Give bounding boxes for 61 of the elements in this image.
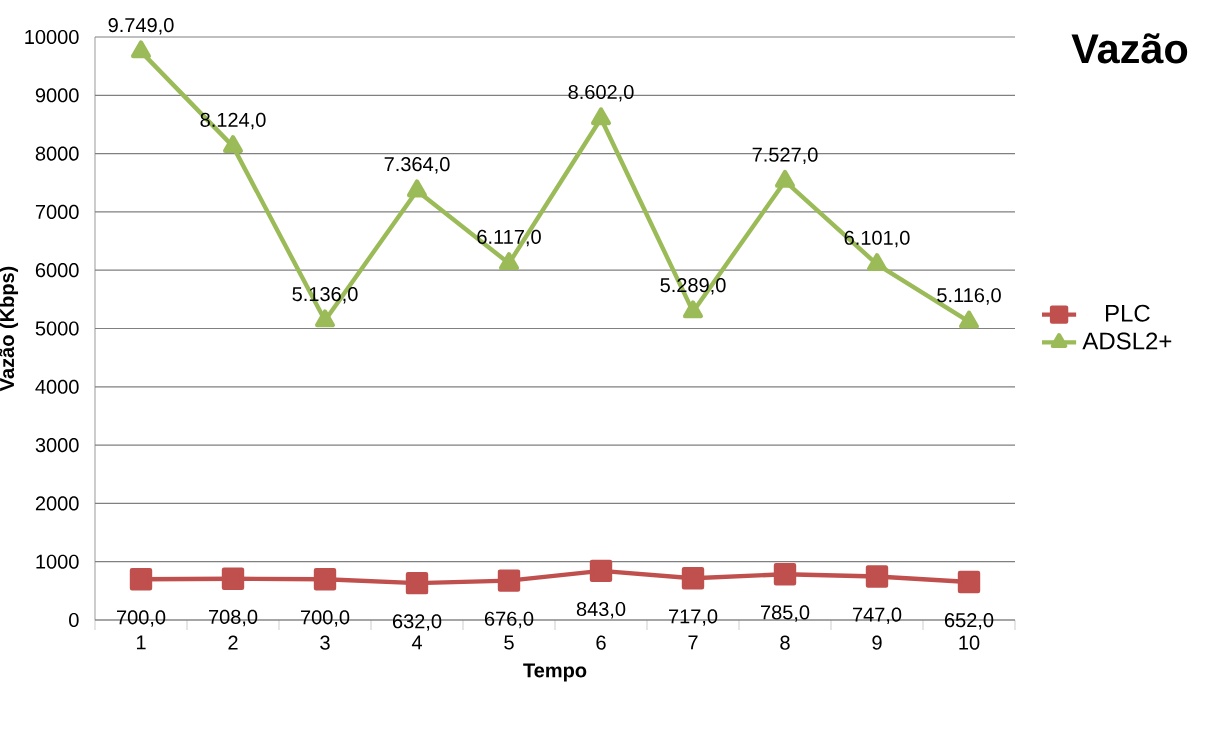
data-label: 7.364,0 — [384, 157, 450, 174]
y-tick-label: 1000 — [36, 554, 79, 569]
point — [775, 169, 795, 188]
data-label: 652,0 — [944, 613, 994, 630]
data-label: 785,0 — [761, 605, 810, 622]
legend-label: ADSL2+ — [1082, 332, 1172, 350]
point — [405, 571, 429, 595]
y-tick-label: 4000 — [35, 379, 79, 394]
y-tick-label: 9000 — [35, 88, 79, 103]
data-label: 700,0 — [301, 610, 350, 627]
point — [315, 309, 335, 328]
point — [957, 570, 981, 594]
data-label: 676,0 — [484, 611, 534, 629]
point — [313, 567, 337, 591]
legend-label: PLC — [1106, 304, 1150, 322]
x-tick-label: 4 — [411, 635, 422, 650]
x-tick-label: 1 — [136, 635, 146, 650]
y-axis-title: Vazão (Kbps) — [0, 266, 19, 392]
y-tick-label: 0 — [69, 612, 79, 628]
point — [683, 300, 703, 319]
x-axis-title: Tempo — [523, 663, 587, 682]
data-label: 717,0 — [669, 609, 718, 626]
point — [129, 567, 153, 591]
y-tick-label: 6000 — [35, 263, 79, 278]
x-tick-label: 9 — [872, 635, 882, 650]
point — [773, 563, 797, 586]
x-tick-label: 2 — [228, 635, 238, 650]
data-label: 747,0 — [853, 607, 902, 625]
y-tick-label: 5000 — [35, 321, 79, 336]
x-tick-label: 3 — [320, 635, 330, 650]
point — [865, 565, 889, 588]
point — [497, 569, 521, 592]
point — [407, 179, 427, 198]
data-label: 5.116,0 — [937, 288, 1001, 305]
point — [223, 135, 243, 154]
data-label: 7.527,0 — [752, 147, 818, 165]
point — [681, 567, 705, 590]
y-tick-label: 2000 — [35, 496, 79, 511]
x-tick-label: 8 — [780, 635, 790, 650]
y-tick-label: 7000 — [35, 204, 79, 219]
data-label: 632,0 — [392, 614, 442, 631]
data-label: 8.602,0 — [568, 84, 634, 102]
point — [591, 107, 611, 126]
text: Vazão — [1071, 33, 1188, 64]
x-tick-label: 10 — [959, 635, 980, 650]
data-label: 708,0 — [209, 609, 258, 627]
point — [499, 252, 519, 271]
x-tick-label: 5 — [504, 635, 514, 650]
point — [589, 559, 613, 583]
y-tick-label: 10000 — [25, 29, 79, 45]
y-tick-label: 8000 — [35, 146, 79, 161]
y-tick-label: 3000 — [35, 438, 79, 453]
data-label: 9.749,0 — [108, 18, 174, 35]
point — [221, 567, 245, 590]
point — [867, 253, 887, 272]
x-tick-label: 6 — [596, 635, 606, 650]
data-label: 843,0 — [576, 601, 626, 619]
point — [131, 40, 151, 59]
x-tick-label: 7 — [688, 635, 698, 650]
data-label: 700,0 — [117, 610, 166, 627]
point — [959, 310, 979, 329]
